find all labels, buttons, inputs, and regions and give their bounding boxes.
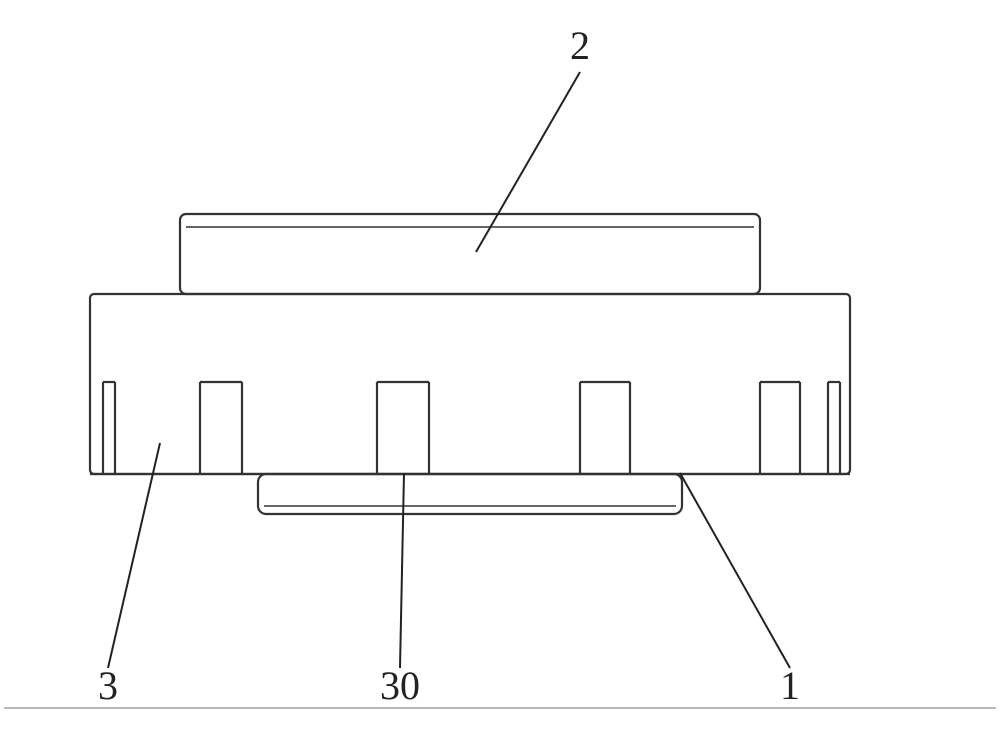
assembly — [90, 214, 850, 514]
label-1: 1 — [780, 663, 800, 708]
label-30: 30 — [380, 663, 420, 708]
leader-3 — [108, 443, 160, 668]
leader-2 — [476, 72, 580, 252]
ring-body — [90, 294, 850, 474]
leader-30 — [400, 473, 404, 668]
bottom-block — [258, 474, 682, 514]
technical-figure: 2 3 30 1 — [0, 0, 1000, 755]
label-2: 2 — [570, 23, 590, 68]
leader-1 — [680, 473, 790, 668]
top-block — [180, 214, 760, 294]
label-3: 3 — [98, 663, 118, 708]
